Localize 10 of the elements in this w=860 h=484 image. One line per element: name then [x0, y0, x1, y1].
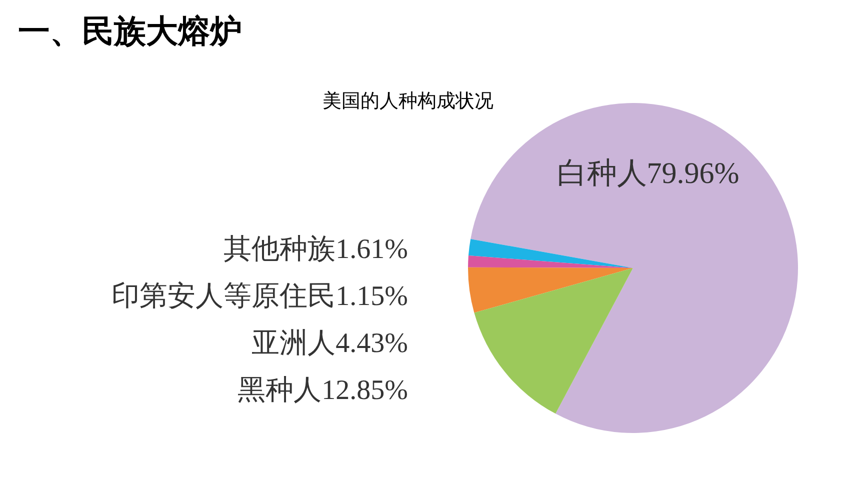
pie-slice [468, 267, 633, 313]
chart-title: 一、民族大熔炉 [18, 11, 242, 52]
slice-label: 亚洲人4.43% [252, 328, 408, 359]
slice-label: 其他种族1.61% [224, 234, 408, 265]
slice-label: 印第安人等原住民1.15% [112, 281, 408, 312]
slice-label: 黑种人12.85% [238, 375, 408, 406]
chart-subtitle: 美国的人种构成状况 [322, 90, 494, 114]
slice-label: 白种人79.96% [556, 157, 740, 190]
pie-slice [468, 238, 633, 268]
pie-slice [474, 268, 633, 414]
